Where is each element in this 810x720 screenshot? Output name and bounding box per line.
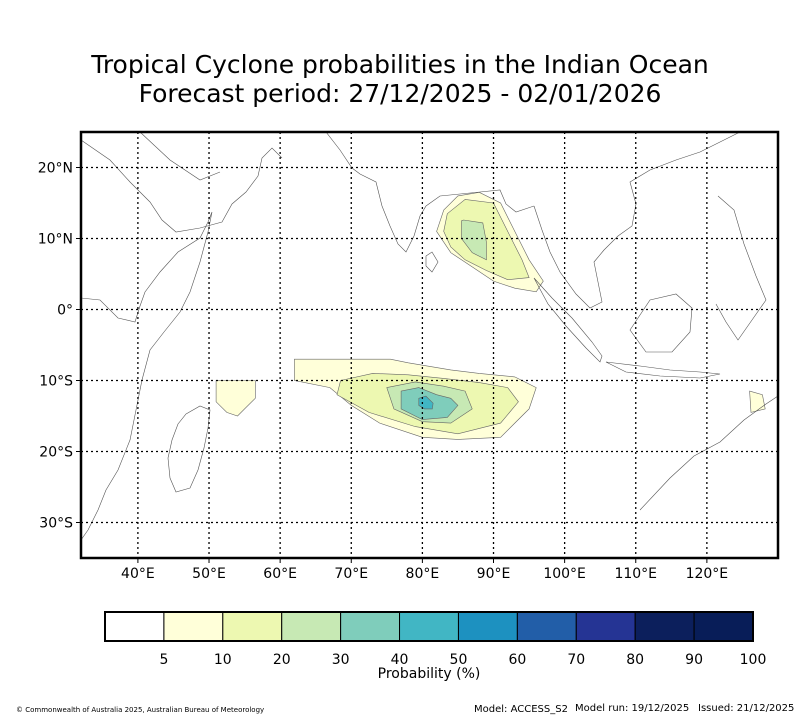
x-tick-label: 120°E (686, 566, 729, 582)
colorbar-segment (693, 611, 754, 642)
x-tick-label: 80°E (406, 566, 440, 582)
colorbar-tick-label: 30 (332, 652, 350, 668)
coastline-arabia (81, 132, 283, 233)
x-tick-label: 90°E (477, 566, 511, 582)
probability-contour (418, 395, 434, 410)
x-tick-label: 110°E (614, 566, 657, 582)
colorbar-tick-label: 80 (626, 652, 644, 668)
x-tick-label: 60°E (263, 566, 297, 582)
model-run-date: Model run: 19/12/2025 (575, 703, 690, 714)
probability-contour (461, 219, 487, 261)
y-tick-label: 10°S (39, 374, 73, 390)
colorbar-tick-label: 40 (391, 652, 409, 668)
coastline-africa-east (81, 211, 213, 541)
map-frame (79, 130, 780, 560)
coastline-borneo (629, 293, 693, 353)
model-name: Model: ACCESS_S2 (474, 704, 568, 715)
x-tick-label: 100°E (543, 566, 586, 582)
chart-subtitle: Forecast period: 27/12/2025 - 02/01/2026 (138, 79, 662, 108)
colorbar-tick-label: 10 (214, 652, 232, 668)
probability-contour (749, 390, 766, 413)
colorbar-segment (457, 611, 518, 642)
coastline-se-asia (533, 132, 741, 309)
colorbar-tick-label: 90 (685, 652, 703, 668)
y-tick-label: 30°S (39, 516, 73, 532)
colorbar-segment (575, 611, 636, 642)
issued-date: Issued: 21/12/2025 (698, 703, 795, 714)
colorbar-segment (281, 611, 342, 642)
colorbar-segment (104, 611, 165, 642)
coastline-java (605, 361, 721, 379)
probability-contour (215, 380, 256, 417)
coastline-sri-lanka (425, 251, 439, 273)
y-tick-label: 10°N (38, 232, 73, 248)
coastline-australia (639, 395, 778, 511)
colorbar-tick-label: 50 (450, 652, 468, 668)
colorbar-tick-label: 20 (273, 652, 291, 668)
colorbar-segment (399, 611, 459, 642)
y-tick-label: 20°S (39, 445, 73, 461)
colorbar-tick-label: 5 (159, 652, 168, 668)
colorbar-label: Probability (%) (378, 666, 481, 682)
probability-contour (443, 199, 530, 281)
colorbar-segment (340, 611, 401, 642)
x-tick-label: 70°E (334, 566, 368, 582)
coastline-madagascar (167, 405, 211, 493)
copyright-notice: © Commonwealth of Australia 2025, Austra… (16, 706, 265, 714)
colorbar-segment (634, 611, 695, 642)
coastline-india (325, 132, 535, 253)
colorbar-segment (516, 611, 577, 642)
colorbar-frame (104, 611, 754, 642)
y-tick-label: 0° (57, 303, 73, 319)
y-tick-label: 20°N (38, 161, 73, 177)
colorbar-tick-label: 70 (567, 652, 585, 668)
x-tick-label: 50°E (192, 566, 226, 582)
colorbar-tick-label: 60 (508, 652, 526, 668)
coastline-philippines-sulawesi (715, 195, 767, 341)
colorbar-segment (222, 611, 283, 642)
chart-title: Tropical Cyclone probabilities in the In… (91, 50, 709, 79)
x-tick-label: 40°E (121, 566, 155, 582)
coastline-sumatra (533, 277, 603, 363)
colorbar-segment (163, 611, 224, 642)
colorbar-tick-label: 100 (740, 652, 767, 668)
